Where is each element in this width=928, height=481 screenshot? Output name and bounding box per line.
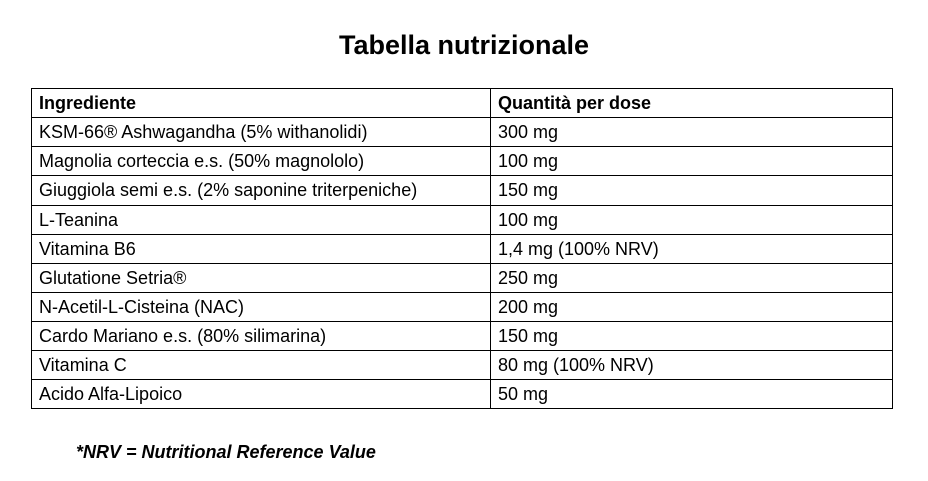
- footnote: *NRV = Nutritional Reference Value: [76, 442, 376, 462]
- table-row: L-Teanina 100 mg: [31, 205, 893, 235]
- table-row: Giuggiola semi e.s. (2% saponine triterp…: [31, 175, 893, 206]
- quantity-cell: 250 mg: [490, 263, 893, 293]
- table-row: Acido Alfa-Lipoico 50 mg: [31, 379, 893, 409]
- ingredient-cell: Cardo Mariano e.s. (80% silimarina): [31, 321, 491, 351]
- table-row: Cardo Mariano e.s. (80% silimarina) 150 m…: [31, 321, 893, 351]
- quantity-cell: 200 mg: [490, 292, 893, 322]
- ingredient-cell: KSM-66® Ashwagandha (5% withanolidi): [31, 117, 491, 147]
- table-row: Vitamina C 80 mg (100% NRV): [31, 350, 893, 380]
- ingredient-cell: L-Teanina: [31, 205, 491, 235]
- table-row: Magnolia corteccia e.s. (50% magnololo) 1…: [31, 146, 893, 176]
- ingredient-cell: Giuggiola semi e.s. (2% saponine triterp…: [31, 175, 491, 206]
- page-title: Tabella nutrizionale: [338, 30, 590, 60]
- quantity-cell: 300 mg: [490, 117, 893, 147]
- ingredient-cell: Glutatione Setria®: [31, 263, 491, 293]
- table-row: N-Acetil-L-Cisteina (NAC) 200 mg: [31, 292, 893, 322]
- table-row: Vitamina B6 1,4 mg (100% NRV): [31, 234, 893, 264]
- quantity-cell: 80 mg (100% NRV): [490, 350, 893, 380]
- table-row: Glutatione Setria® 250 mg: [31, 263, 893, 293]
- ingredient-cell: N-Acetil-L-Cisteina (NAC): [31, 292, 491, 322]
- table-header-row: Ingrediente Quantità per dose: [31, 88, 893, 118]
- quantity-cell: 100 mg: [490, 205, 893, 235]
- ingredient-cell: Vitamina C: [31, 350, 491, 380]
- quantity-cell: 100 mg: [490, 146, 893, 176]
- ingredient-cell: Vitamina B6: [31, 234, 491, 264]
- quantity-cell: 1,4 mg (100% NRV): [490, 234, 893, 264]
- ingredient-cell: Acido Alfa-Lipoico: [31, 379, 491, 409]
- table-row: KSM-66® Ashwagandha (5% withanolidi) 300 …: [31, 117, 893, 147]
- nutrition-table: Ingrediente Quantità per dose KSM-66® As…: [31, 88, 893, 409]
- quantity-cell: 50 mg: [490, 379, 893, 409]
- ingredient-cell: Magnolia corteccia e.s. (50% magnololo): [31, 146, 491, 176]
- header-ingredient: Ingrediente: [31, 88, 491, 118]
- quantity-cell: 150 mg: [490, 321, 893, 351]
- header-quantity: Quantità per dose: [490, 88, 893, 118]
- quantity-cell: 150 mg: [490, 175, 893, 206]
